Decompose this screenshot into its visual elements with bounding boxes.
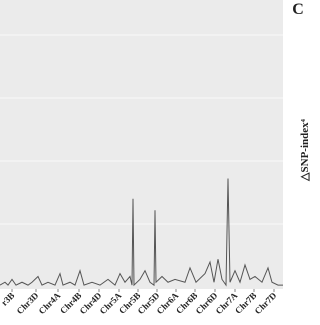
x-tick-label: Chr7D: [253, 290, 279, 316]
panel: [0, 0, 283, 289]
y-axis-label: △SNP-index⁴: [299, 118, 311, 182]
x-tick-label: Chr3D: [15, 290, 41, 316]
grid: [0, 34, 283, 225]
x-tick-label: r3B: [0, 290, 16, 307]
panel-label: C: [292, 1, 304, 18]
x-tick-label: Chr4A: [37, 290, 63, 316]
data-line: [0, 178, 283, 287]
